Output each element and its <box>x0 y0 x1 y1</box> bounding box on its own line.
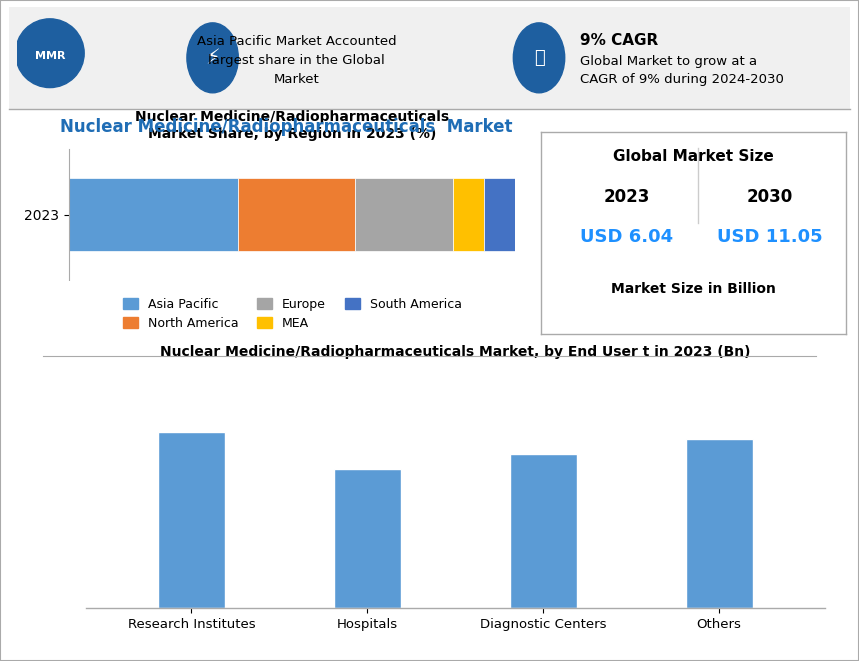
Bar <box>509 454 576 608</box>
Text: ⚡: ⚡ <box>205 48 220 68</box>
Text: 🔥: 🔥 <box>533 49 545 67</box>
Text: 2030: 2030 <box>746 188 793 206</box>
Text: Global Market Size: Global Market Size <box>613 149 774 164</box>
Title: Nuclear Medicine/Radiopharmaceuticals Market, by End User t in 2023 (Bn): Nuclear Medicine/Radiopharmaceuticals Ma… <box>160 345 751 360</box>
Bar <box>453 178 484 251</box>
Bar <box>239 178 355 251</box>
Bar <box>685 439 752 608</box>
Point <box>693 219 704 227</box>
Text: Nuclear Medicine/Radiopharmaceuticals  Market: Nuclear Medicine/Radiopharmaceuticals Ma… <box>60 118 513 136</box>
Text: 9% CAGR: 9% CAGR <box>580 34 658 48</box>
Text: USD 11.05: USD 11.05 <box>717 228 823 246</box>
Legend: Asia Pacific, North America, Europe, MEA, South America: Asia Pacific, North America, Europe, MEA… <box>118 293 466 335</box>
Bar <box>334 469 401 608</box>
Bar <box>69 178 239 251</box>
Text: MMR: MMR <box>34 51 65 61</box>
Text: Global Market to grow at a
CAGR of 9% during 2024-2030: Global Market to grow at a CAGR of 9% du… <box>580 56 783 86</box>
Title: Nuclear Medicine/Radiopharmaceuticals
Market Share, by Region in 2023 (%): Nuclear Medicine/Radiopharmaceuticals Ma… <box>135 110 449 141</box>
Circle shape <box>514 23 564 93</box>
Circle shape <box>187 23 238 93</box>
Text: 2023: 2023 <box>603 188 649 206</box>
Text: USD 6.04: USD 6.04 <box>580 228 673 246</box>
Text: Asia Pacific Market Accounted
largest share in the Global
Market: Asia Pacific Market Accounted largest sh… <box>197 35 396 87</box>
Circle shape <box>15 19 84 87</box>
Point <box>693 144 704 152</box>
Bar <box>158 432 225 608</box>
Text: Market Size in Billion: Market Size in Billion <box>612 282 776 296</box>
Bar <box>484 178 515 251</box>
Bar <box>355 178 453 251</box>
